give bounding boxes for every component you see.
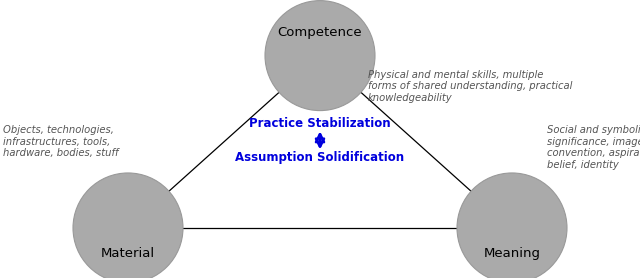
Text: Material: Material — [101, 247, 155, 260]
FancyArrowPatch shape — [316, 134, 324, 147]
Text: Competence: Competence — [278, 26, 362, 39]
Text: Objects, technologies,
infrastructures, tools,
hardware, bodies, stuff: Objects, technologies, infrastructures, … — [3, 125, 118, 158]
Text: Practice Stabilization: Practice Stabilization — [249, 117, 391, 130]
Text: Social and symbolic
significance, image,
convention, aspiration,
belief, identit: Social and symbolic significance, image,… — [547, 125, 640, 170]
Ellipse shape — [457, 173, 567, 278]
Text: Assumption Solidification: Assumption Solidification — [236, 151, 404, 163]
Text: Meaning: Meaning — [483, 247, 541, 260]
Ellipse shape — [265, 1, 375, 111]
Text: Physical and mental skills, multiple
forms of shared understanding, practical
kn: Physical and mental skills, multiple for… — [368, 70, 572, 103]
Ellipse shape — [73, 173, 183, 278]
